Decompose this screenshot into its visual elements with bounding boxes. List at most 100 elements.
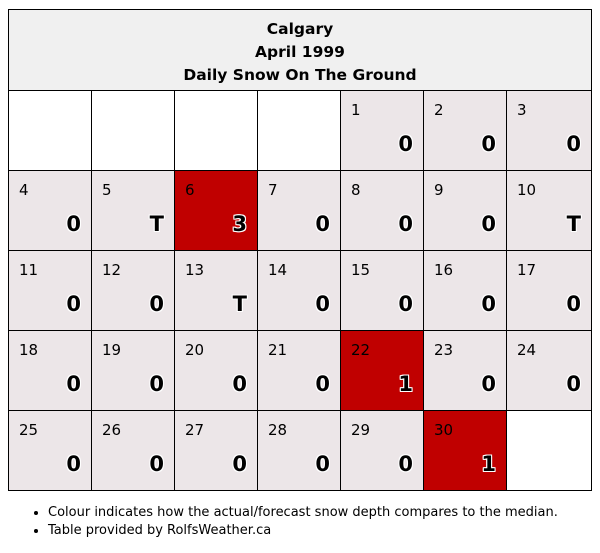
- calendar-day-cell: 11 0: [9, 251, 92, 331]
- snow-depth-value: 0: [481, 372, 496, 396]
- snow-depth-value: 0: [66, 452, 81, 476]
- snow-depth-value: 0: [481, 132, 496, 156]
- calendar-header: Calgary April 1999 Daily Snow On The Gro…: [9, 10, 591, 91]
- calendar-grid: 1 0 2 0 3 0 4 0 5 T 6 3 7 0 8 0 9 0 10 T 11 0 12 0 13 T 14 0 15 0 16 0 1…: [9, 91, 591, 490]
- snow-depth-value: 0: [398, 132, 413, 156]
- day-number: 4: [19, 181, 29, 199]
- snow-depth-value: 0: [66, 372, 81, 396]
- calendar-day-cell: 26 0: [92, 411, 175, 490]
- snow-depth-value: 0: [232, 452, 247, 476]
- calendar-empty-cell: [9, 91, 92, 171]
- calendar-day-cell: 30 1: [424, 411, 507, 490]
- snow-calendar-table: Calgary April 1999 Daily Snow On The Gro…: [8, 9, 592, 491]
- day-number: 15: [351, 261, 371, 279]
- calendar-day-cell: 12 0: [92, 251, 175, 331]
- snow-depth-value: T: [566, 212, 581, 236]
- snow-depth-value: 0: [315, 212, 330, 236]
- snow-depth-value: 0: [398, 212, 413, 236]
- day-number: 13: [185, 261, 205, 279]
- day-number: 9: [434, 181, 444, 199]
- day-number: 5: [102, 181, 112, 199]
- snow-depth-value: 0: [66, 292, 81, 316]
- calendar-day-cell: 14 0: [258, 251, 341, 331]
- notes-list: Colour indicates how the actual/forecast…: [30, 504, 558, 540]
- day-number: 1: [351, 101, 361, 119]
- snow-depth-value: 0: [398, 452, 413, 476]
- snow-depth-value: 0: [232, 372, 247, 396]
- snow-depth-value: 0: [315, 452, 330, 476]
- snow-depth-value: 0: [566, 132, 581, 156]
- day-number: 23: [434, 341, 454, 359]
- day-number: 11: [19, 261, 39, 279]
- snow-depth-value: 0: [149, 372, 164, 396]
- calendar-day-cell: 20 0: [175, 331, 258, 411]
- day-number: 29: [351, 421, 371, 439]
- snow-depth-value: 0: [481, 292, 496, 316]
- day-number: 21: [268, 341, 288, 359]
- calendar-day-cell: 22 1: [341, 331, 424, 411]
- day-number: 27: [185, 421, 205, 439]
- snow-depth-value: 0: [398, 292, 413, 316]
- snow-depth-value: 1: [398, 372, 413, 396]
- day-number: 8: [351, 181, 361, 199]
- calendar-day-cell: 21 0: [258, 331, 341, 411]
- day-number: 2: [434, 101, 444, 119]
- day-number: 20: [185, 341, 205, 359]
- day-number: 12: [102, 261, 122, 279]
- day-number: 17: [517, 261, 537, 279]
- calendar-day-cell: 24 0: [507, 331, 591, 411]
- day-number: 16: [434, 261, 454, 279]
- day-number: 6: [185, 181, 195, 199]
- snow-depth-value: 0: [149, 452, 164, 476]
- snow-depth-value: 0: [66, 212, 81, 236]
- day-number: 19: [102, 341, 122, 359]
- calendar-empty-cell: [507, 411, 591, 490]
- snow-depth-value: T: [232, 292, 247, 316]
- day-number: 7: [268, 181, 278, 199]
- day-number: 30: [434, 421, 454, 439]
- day-number: 26: [102, 421, 122, 439]
- calendar-day-cell: 23 0: [424, 331, 507, 411]
- calendar-day-cell: 17 0: [507, 251, 591, 331]
- calendar-day-cell: 10 T: [507, 171, 591, 251]
- snow-depth-value: 1: [481, 452, 496, 476]
- snow-depth-value: 0: [481, 212, 496, 236]
- day-number: 24: [517, 341, 537, 359]
- city-title: Calgary: [266, 20, 334, 38]
- snow-depth-value: 0: [566, 292, 581, 316]
- calendar-empty-cell: [175, 91, 258, 171]
- calendar-day-cell: 19 0: [92, 331, 175, 411]
- day-number: 18: [19, 341, 39, 359]
- day-number: 22: [351, 341, 371, 359]
- calendar-empty-cell: [258, 91, 341, 171]
- day-number: 14: [268, 261, 288, 279]
- snow-depth-value: 0: [315, 372, 330, 396]
- calendar-day-cell: 18 0: [9, 331, 92, 411]
- snow-depth-value: 0: [149, 292, 164, 316]
- calendar-day-cell: 27 0: [175, 411, 258, 490]
- calendar-day-cell: 15 0: [341, 251, 424, 331]
- snow-depth-value: 3: [232, 212, 247, 236]
- snow-depth-value: 0: [566, 372, 581, 396]
- day-number: 3: [517, 101, 527, 119]
- note-item: Table provided by RolfsWeather.ca: [48, 522, 558, 540]
- calendar-day-cell: 25 0: [9, 411, 92, 490]
- calendar-day-cell: 28 0: [258, 411, 341, 490]
- calendar-day-cell: 16 0: [424, 251, 507, 331]
- month-title: April 1999: [255, 43, 345, 61]
- note-item: Colour indicates how the actual/forecast…: [48, 504, 558, 522]
- calendar-empty-cell: [92, 91, 175, 171]
- snow-depth-value: 0: [315, 292, 330, 316]
- calendar-day-cell: 13 T: [175, 251, 258, 331]
- snow-depth-value: T: [149, 212, 164, 236]
- day-number: 28: [268, 421, 288, 439]
